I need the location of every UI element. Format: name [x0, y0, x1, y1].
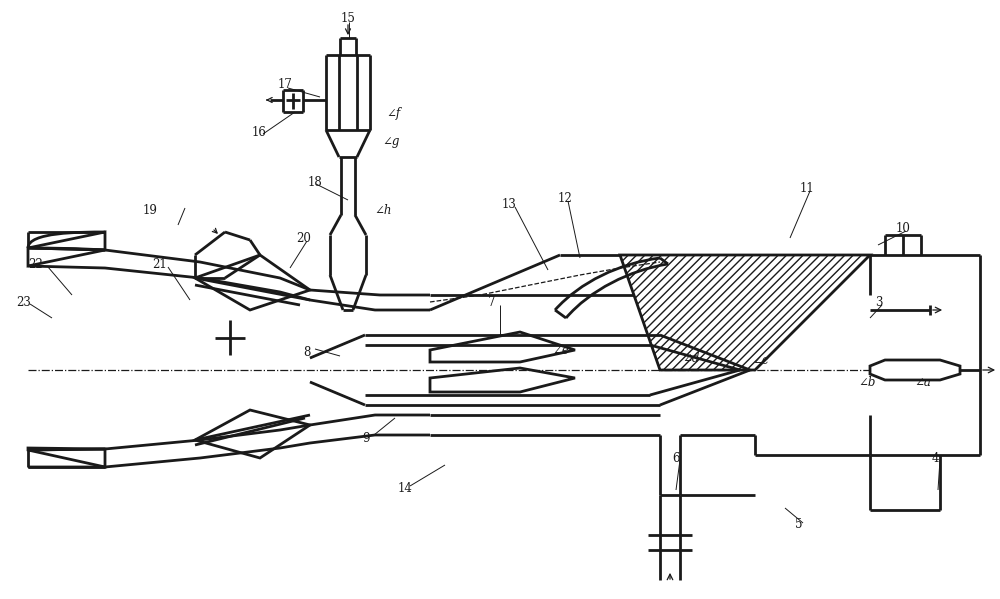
Text: 21: 21: [152, 259, 167, 271]
Text: 13: 13: [502, 198, 517, 210]
Text: 11: 11: [800, 181, 815, 195]
Text: 4: 4: [932, 452, 940, 464]
Text: ∠a: ∠a: [914, 376, 931, 389]
Text: ∠d: ∠d: [682, 352, 699, 365]
Text: ∠c: ∠c: [752, 353, 768, 367]
Text: ∠g: ∠g: [382, 135, 399, 149]
Text: 6: 6: [672, 452, 680, 464]
Text: 23: 23: [16, 295, 31, 308]
Polygon shape: [870, 360, 960, 380]
Text: 9: 9: [362, 431, 370, 444]
Text: 16: 16: [252, 126, 267, 138]
Text: ∠f: ∠f: [386, 107, 400, 120]
Text: 7: 7: [488, 295, 496, 308]
Text: 20: 20: [296, 231, 311, 244]
Text: 14: 14: [398, 482, 413, 495]
Text: 12: 12: [558, 192, 573, 204]
Text: 15: 15: [341, 11, 356, 25]
Text: ∠h: ∠h: [374, 204, 392, 216]
Polygon shape: [620, 255, 870, 370]
Text: ∠b: ∠b: [858, 376, 875, 389]
Text: 3: 3: [875, 295, 883, 308]
Text: 17: 17: [278, 78, 293, 92]
Text: 18: 18: [308, 176, 323, 189]
Text: 19: 19: [143, 204, 158, 216]
Text: 8: 8: [303, 346, 310, 358]
Text: 10: 10: [896, 222, 911, 234]
Text: 22: 22: [28, 259, 43, 271]
Text: ∠e: ∠e: [552, 343, 569, 356]
Text: 5: 5: [795, 519, 802, 531]
